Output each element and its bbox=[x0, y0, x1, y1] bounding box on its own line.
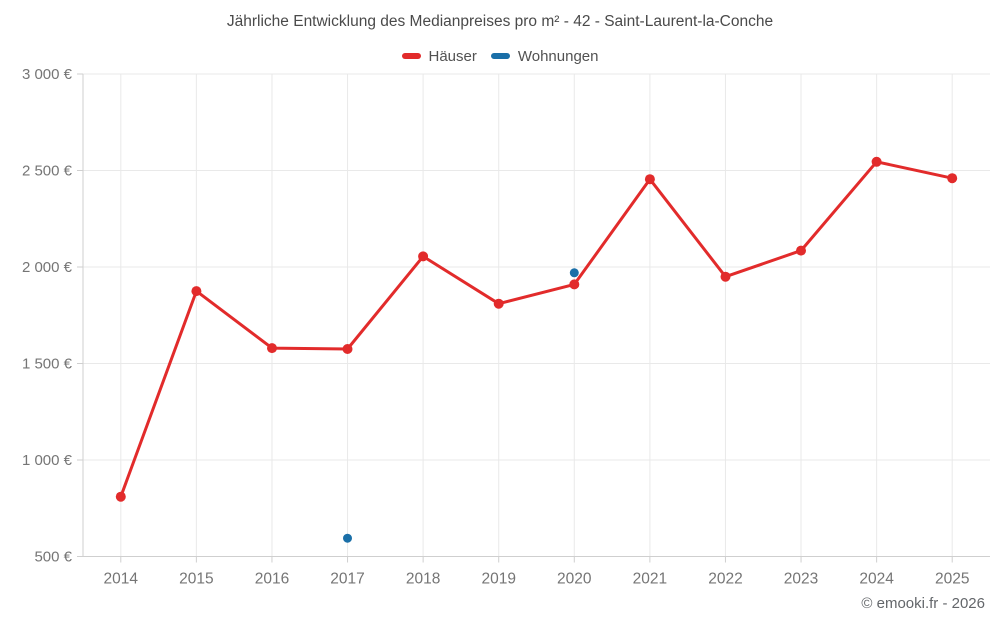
data-point-Häuser-2019[interactable] bbox=[493, 298, 504, 309]
chart-legend: Häuser Wohnungen bbox=[0, 47, 1000, 65]
data-point-Häuser-2016[interactable] bbox=[267, 343, 277, 354]
y-tick-label: 1 000 € bbox=[22, 452, 73, 469]
x-tick-label: 2016 bbox=[255, 571, 289, 588]
y-tick-label: 2 500 € bbox=[22, 163, 73, 180]
legend-swatch-wohnungen-icon bbox=[490, 53, 510, 59]
legend-swatch-haeuser-icon bbox=[401, 53, 421, 59]
x-tick-label: 2014 bbox=[104, 571, 139, 588]
data-point-Wohnungen-2020[interactable] bbox=[569, 268, 579, 278]
x-tick-label: 2023 bbox=[784, 571, 818, 588]
x-tick-label: 2025 bbox=[935, 571, 969, 588]
legend-item-haeuser[interactable]: Häuser bbox=[401, 47, 477, 65]
legend-label-haeuser: Häuser bbox=[428, 47, 477, 65]
x-tick-label: 2018 bbox=[406, 571, 440, 588]
y-tick-label: 500 € bbox=[34, 549, 72, 566]
y-tick-label: 2 000 € bbox=[22, 259, 73, 276]
y-tick-label: 3 000 € bbox=[22, 66, 73, 83]
series-line-Häuser bbox=[119, 160, 954, 499]
x-tick-label: 2019 bbox=[481, 571, 515, 588]
x-tick-label: 2021 bbox=[633, 571, 667, 588]
chart-title: Jährliche Entwicklung des Medianpreises … bbox=[226, 13, 774, 30]
data-point-Häuser-2017[interactable] bbox=[342, 344, 353, 354]
data-point-Häuser-2024[interactable] bbox=[871, 156, 882, 167]
x-tick-label: 2015 bbox=[179, 571, 213, 588]
data-point-Häuser-2022[interactable] bbox=[720, 271, 731, 282]
data-point-Wohnungen-2017[interactable] bbox=[343, 533, 352, 543]
data-point-Häuser-2015[interactable] bbox=[191, 286, 202, 297]
data-point-Häuser-2020[interactable] bbox=[569, 279, 580, 290]
x-tick-label: 2020 bbox=[557, 571, 592, 588]
data-point-Häuser-2021[interactable] bbox=[644, 174, 655, 185]
legend-label-wohnungen: Wohnungen bbox=[517, 47, 599, 65]
footer-credit: © emooki.fr - 2026 bbox=[861, 595, 985, 612]
x-tick-label: 2017 bbox=[330, 571, 364, 588]
data-point-Häuser-2014[interactable] bbox=[115, 491, 126, 502]
data-point-Häuser-2025[interactable] bbox=[947, 173, 958, 184]
x-tick-label: 2024 bbox=[859, 571, 894, 588]
data-point-Häuser-2018[interactable] bbox=[418, 251, 429, 262]
legend-item-wohnungen[interactable]: Wohnungen bbox=[490, 47, 599, 65]
x-tick-label: 2022 bbox=[708, 571, 742, 588]
data-point-Häuser-2023[interactable] bbox=[796, 245, 806, 256]
y-tick-label: 1 500 € bbox=[22, 356, 73, 373]
